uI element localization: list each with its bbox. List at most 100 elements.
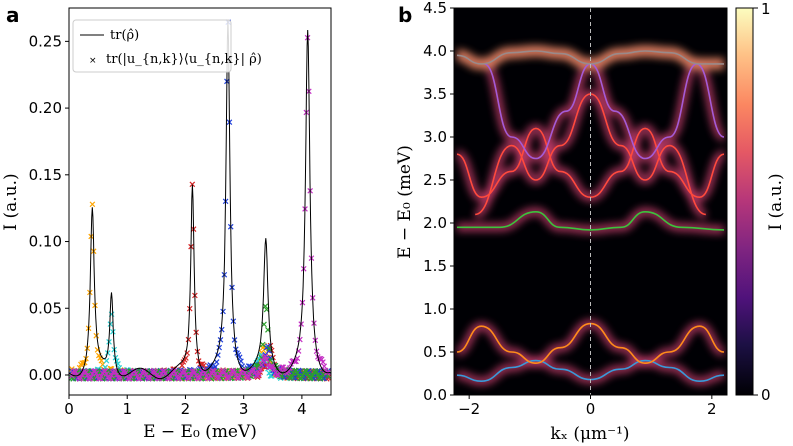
data-point-cross: [113, 372, 120, 378]
data-point-cross: [72, 368, 79, 375]
y-tick-label: 2.0: [423, 214, 447, 232]
legend-cross-marker: ×: [89, 56, 97, 66]
data-point-cross: [308, 375, 315, 381]
data-point-cross: [259, 341, 266, 348]
y-tick-label: 0.05: [29, 299, 62, 317]
panel-b-y-label: E − E₀ (meV): [395, 145, 415, 259]
legend-entry-trace: tr(ρ̂): [110, 28, 139, 43]
data-point-cross: [221, 369, 228, 375]
y-tick-label: 3.5: [423, 85, 447, 103]
colorbar-label: I (a.u.): [766, 173, 786, 230]
data-point-cross: [186, 374, 193, 381]
projection-series-magenta: [69, 34, 331, 382]
panel-b-x-ticks: −2 0 2: [458, 395, 717, 418]
panel-a-x-label: E − E₀ (meV): [143, 422, 257, 442]
data-point-cross: [192, 369, 198, 376]
legend-box: [72, 19, 232, 73]
data-point-cross: [222, 372, 229, 378]
data-point-cross: [207, 372, 214, 379]
data-point-cross: [83, 369, 89, 376]
data-point-cross: [262, 353, 269, 359]
data-point-cross: [313, 369, 320, 375]
panel-a-frame: [68, 7, 332, 396]
data-point-cross: [289, 373, 296, 380]
panel-a-legend: tr(ρ̂) × tr(|u_{n,k}⟩⟨u_{n,k}| ρ̂): [72, 19, 262, 73]
data-point-cross: [147, 375, 153, 381]
data-point-cross: [167, 373, 174, 380]
data-point-cross: [242, 370, 248, 376]
x-tick-label: −2: [458, 400, 480, 418]
data-point-cross: [212, 364, 219, 370]
panel-a-plot-area: [69, 19, 331, 382]
panel-a-y-ticks: 0.00 0.05 0.10 0.15 0.20 0.25: [29, 32, 69, 384]
data-point-cross: [181, 368, 188, 375]
data-point-cross: [185, 336, 192, 343]
data-point-cross: [98, 357, 105, 364]
data-point-cross: [325, 369, 331, 376]
data-point-cross: [320, 359, 326, 365]
data-point-cross: [247, 371, 253, 378]
y-tick-label: 0.20: [29, 99, 62, 117]
colorbar-max-label: 1: [761, 0, 771, 18]
y-tick-label: 0.10: [29, 233, 62, 251]
legend-entry-projection: tr(|u_{n,k}⟩⟨u_{n,k}| ρ̂): [106, 52, 262, 67]
data-point-cross: [88, 374, 94, 380]
data-point-cross: [183, 355, 189, 361]
y-tick-label: 3.0: [423, 128, 447, 146]
y-tick-label: 0.25: [29, 32, 62, 50]
data-point-cross: [128, 373, 134, 380]
y-tick-label: 1.0: [423, 300, 447, 318]
x-tick-label: 4: [297, 400, 307, 418]
data-point-cross: [262, 303, 269, 309]
data-point-cross: [197, 373, 203, 380]
data-point-cross: [133, 370, 139, 377]
data-point-cross: [258, 362, 265, 368]
data-point-cross: [231, 369, 238, 376]
data-point-cross: [245, 374, 252, 380]
band-line-6: [456, 50, 724, 65]
data-point-cross: [318, 374, 325, 381]
data-point-cross: [315, 372, 321, 378]
y-tick-label: 4.5: [423, 0, 447, 17]
y-tick-label: 4.0: [423, 42, 447, 60]
panel-b: −2 0 2 0.0 0.5 1.0 1.5 2.0 2.5 3.0 3.5 4.0 4.5 kₓ (…: [395, 0, 786, 444]
data-point-cross: [90, 368, 97, 375]
y-tick-label: 0.15: [29, 166, 62, 184]
data-point-cross: [93, 370, 100, 376]
data-point-cross: [297, 336, 303, 343]
panel-b-label: b: [398, 3, 412, 27]
data-point-cross: [218, 326, 225, 333]
data-point-cross: [98, 373, 105, 380]
data-point-cross: [152, 369, 158, 376]
data-point-cross: [112, 369, 119, 375]
data-point-cross: [188, 371, 194, 378]
y-tick-label: 0.0: [423, 386, 447, 404]
data-point-cross: [93, 332, 100, 339]
data-point-cross: [266, 347, 272, 354]
panel-a-x-ticks: 0 1 2 3 4: [64, 395, 307, 418]
data-point-cross: [202, 370, 208, 377]
panel-b-x-label: kₓ (μm⁻¹): [550, 424, 629, 444]
data-point-cross: [107, 321, 114, 327]
data-point-cross: [183, 371, 189, 378]
data-point-cross: [271, 366, 278, 373]
data-point-cross: [267, 354, 274, 361]
data-point-cross: [216, 374, 223, 381]
panel-a-y-label: I (a.u.): [1, 173, 21, 230]
band-line-2: [457, 210, 725, 231]
x-tick-label: 0: [64, 400, 74, 418]
data-point-cross: [89, 201, 96, 208]
data-point-cross: [78, 374, 84, 381]
data-point-cross: [257, 366, 264, 373]
x-tick-label: 0: [586, 400, 596, 418]
data-point-cross: [294, 369, 301, 376]
data-point-cross: [216, 344, 223, 351]
data-point-cross: [299, 372, 306, 379]
y-tick-label: 0.5: [423, 343, 447, 361]
data-point-cross: [162, 370, 169, 376]
colorbar: [735, 7, 754, 396]
x-tick-label: 3: [239, 400, 249, 418]
data-point-cross: [172, 370, 179, 377]
data-point-cross: [321, 363, 328, 370]
